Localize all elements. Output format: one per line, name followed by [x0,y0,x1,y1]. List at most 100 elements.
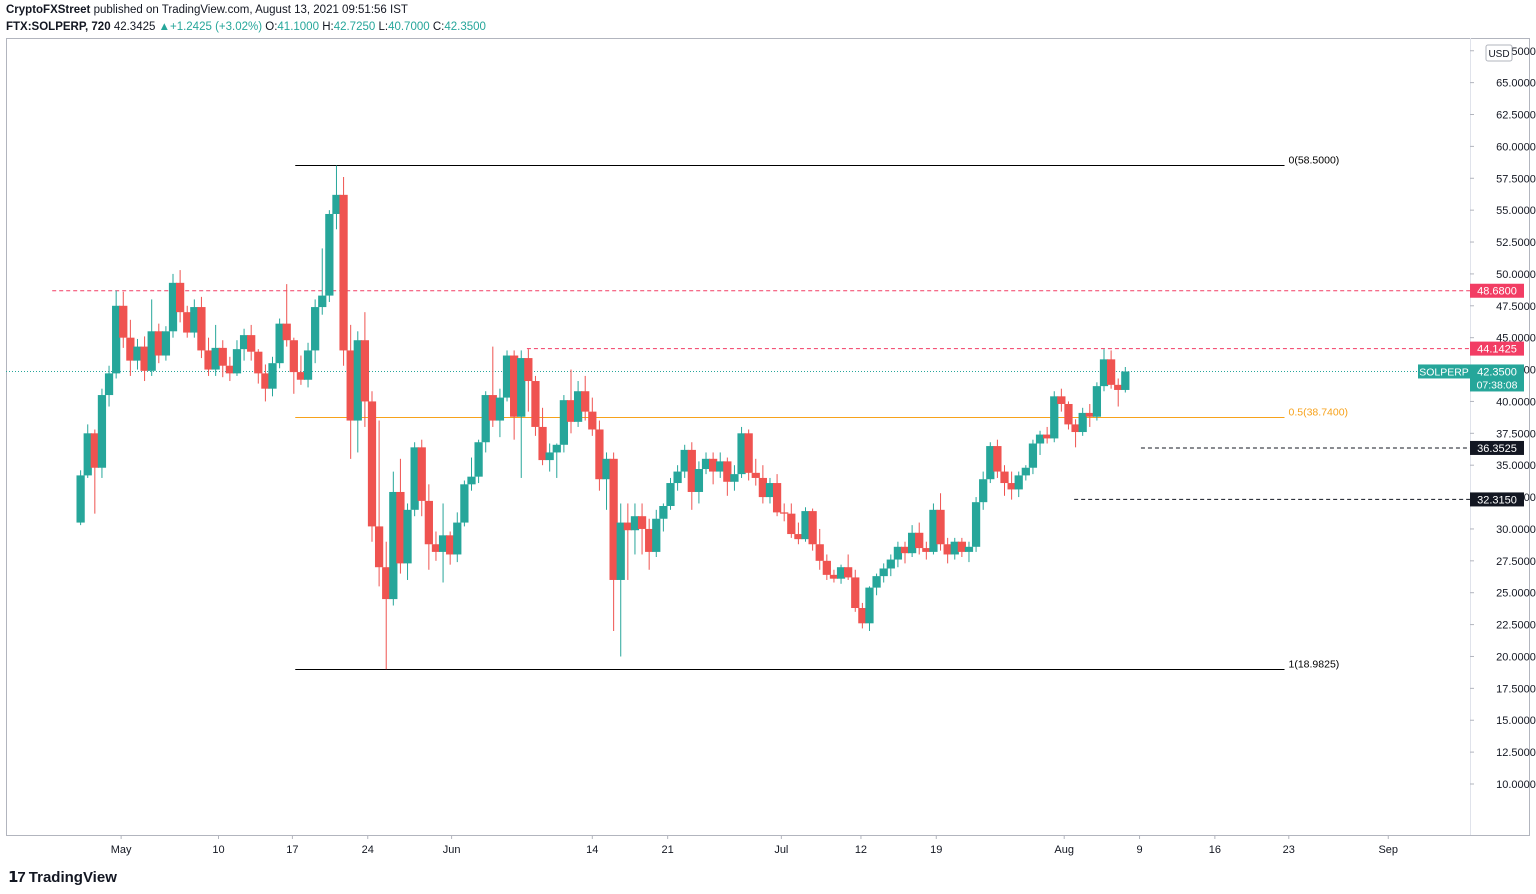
candle-body[interactable] [318,295,327,308]
candle-body[interactable] [701,458,711,470]
candle-body[interactable] [645,528,654,552]
candle-body[interactable] [161,331,171,356]
symbol-label[interactable]: FTX:SOLPERP, 720 [6,21,111,33]
candle-body[interactable] [438,535,448,552]
candle-body[interactable] [311,307,320,351]
candle-body[interactable] [417,447,426,501]
candle-body[interactable] [1035,434,1045,444]
candle-body[interactable] [609,458,618,580]
candle-body[interactable] [396,491,405,564]
candle-body[interactable] [524,358,533,382]
candle-body[interactable] [510,355,519,417]
candle-body[interactable] [758,477,767,498]
candle-body[interactable] [907,532,917,554]
candle-body[interactable] [410,447,419,510]
candle-body[interactable] [950,541,959,555]
candle-body[interactable] [858,608,867,624]
candle-body[interactable] [446,535,455,555]
candle-body[interactable] [879,568,888,577]
candle-body[interactable] [474,442,483,477]
candle-body[interactable] [886,559,895,569]
candle-body[interactable] [104,373,114,396]
candle-body[interactable] [453,522,462,555]
candle-body[interactable] [218,347,227,366]
candle-body[interactable] [275,323,284,364]
candle-body[interactable] [1099,359,1109,387]
candle-body[interactable] [488,395,497,421]
candle-body[interactable] [204,350,213,370]
candle-body[interactable] [90,433,99,468]
candle-body[interactable] [943,544,952,555]
candle-body[interactable] [772,483,782,513]
candle-body[interactable] [652,518,661,552]
candle-body[interactable] [723,461,732,482]
candle-body[interactable] [495,397,505,421]
candle-body[interactable] [239,335,249,350]
candle-body[interactable] [559,400,569,445]
candle-body[interactable] [261,373,270,389]
candle-body[interactable] [268,363,277,389]
candle-body[interactable] [339,194,348,351]
candle-body[interactable] [616,522,625,580]
candle-body[interactable] [332,194,341,214]
candle-body[interactable] [403,509,412,564]
candle-body[interactable] [360,340,370,402]
candle-body[interactable] [893,546,903,560]
candle-body[interactable] [296,372,306,380]
candle-body[interactable] [1078,412,1087,433]
currency-box[interactable] [1485,44,1513,62]
candle-body[interactable] [929,509,938,552]
candle-body[interactable] [1121,371,1130,390]
candle-body[interactable] [83,433,92,476]
candle-body[interactable] [1007,483,1016,490]
candle-body[interactable] [794,534,803,540]
candle-body[interactable] [687,449,696,492]
candle-body[interactable] [836,567,846,579]
candle-body[interactable] [581,391,590,412]
candle-body[interactable] [303,350,313,380]
candle-body[interactable] [168,282,178,332]
candle-body[interactable] [389,491,398,600]
candle-body[interactable] [374,526,384,568]
candle-body[interactable] [716,461,725,472]
symbol-tag[interactable] [1418,364,1470,379]
candle-body[interactable] [552,444,561,453]
publisher-name[interactable]: CryptoFXStreet [6,4,91,16]
candle-body[interactable] [225,365,234,374]
candle-body[interactable] [531,381,540,427]
candle-body[interactable] [765,483,775,498]
candle-body[interactable] [737,433,746,475]
candle-body[interactable] [829,574,839,579]
candle-body[interactable] [431,544,441,552]
candle-body[interactable] [922,548,931,552]
candle-body[interactable] [545,452,554,461]
candle-body[interactable] [751,472,760,478]
candle-body[interactable] [502,355,512,398]
candle-body[interactable] [1043,434,1052,439]
candle-body[interactable] [1092,386,1102,417]
candle-body[interactable] [175,282,185,313]
candle-body[interactable] [112,305,121,374]
candle-body[interactable] [971,502,981,547]
candle-body[interactable] [936,509,945,545]
candle-body[interactable] [851,577,860,609]
candle-body[interactable] [1050,396,1059,439]
candle-body[interactable] [517,358,526,417]
candle-body[interactable] [254,351,263,374]
candle-body[interactable] [1000,471,1009,484]
candle-body[interactable] [865,587,874,624]
candle-body[interactable] [801,511,810,540]
candle-body[interactable] [673,471,682,484]
candle-body[interactable] [282,323,291,341]
candle-body[interactable] [822,560,831,575]
candle-body[interactable] [780,512,789,514]
candle-body[interactable] [424,500,433,545]
candle-body[interactable] [595,429,604,480]
candle-body[interactable] [346,350,355,421]
candle-body[interactable] [97,395,107,468]
candle-body[interactable] [588,411,597,430]
candle-body[interactable] [844,567,853,578]
candle-body[interactable] [787,513,796,535]
candle-body[interactable] [460,484,469,523]
candle-body[interactable] [623,522,632,531]
